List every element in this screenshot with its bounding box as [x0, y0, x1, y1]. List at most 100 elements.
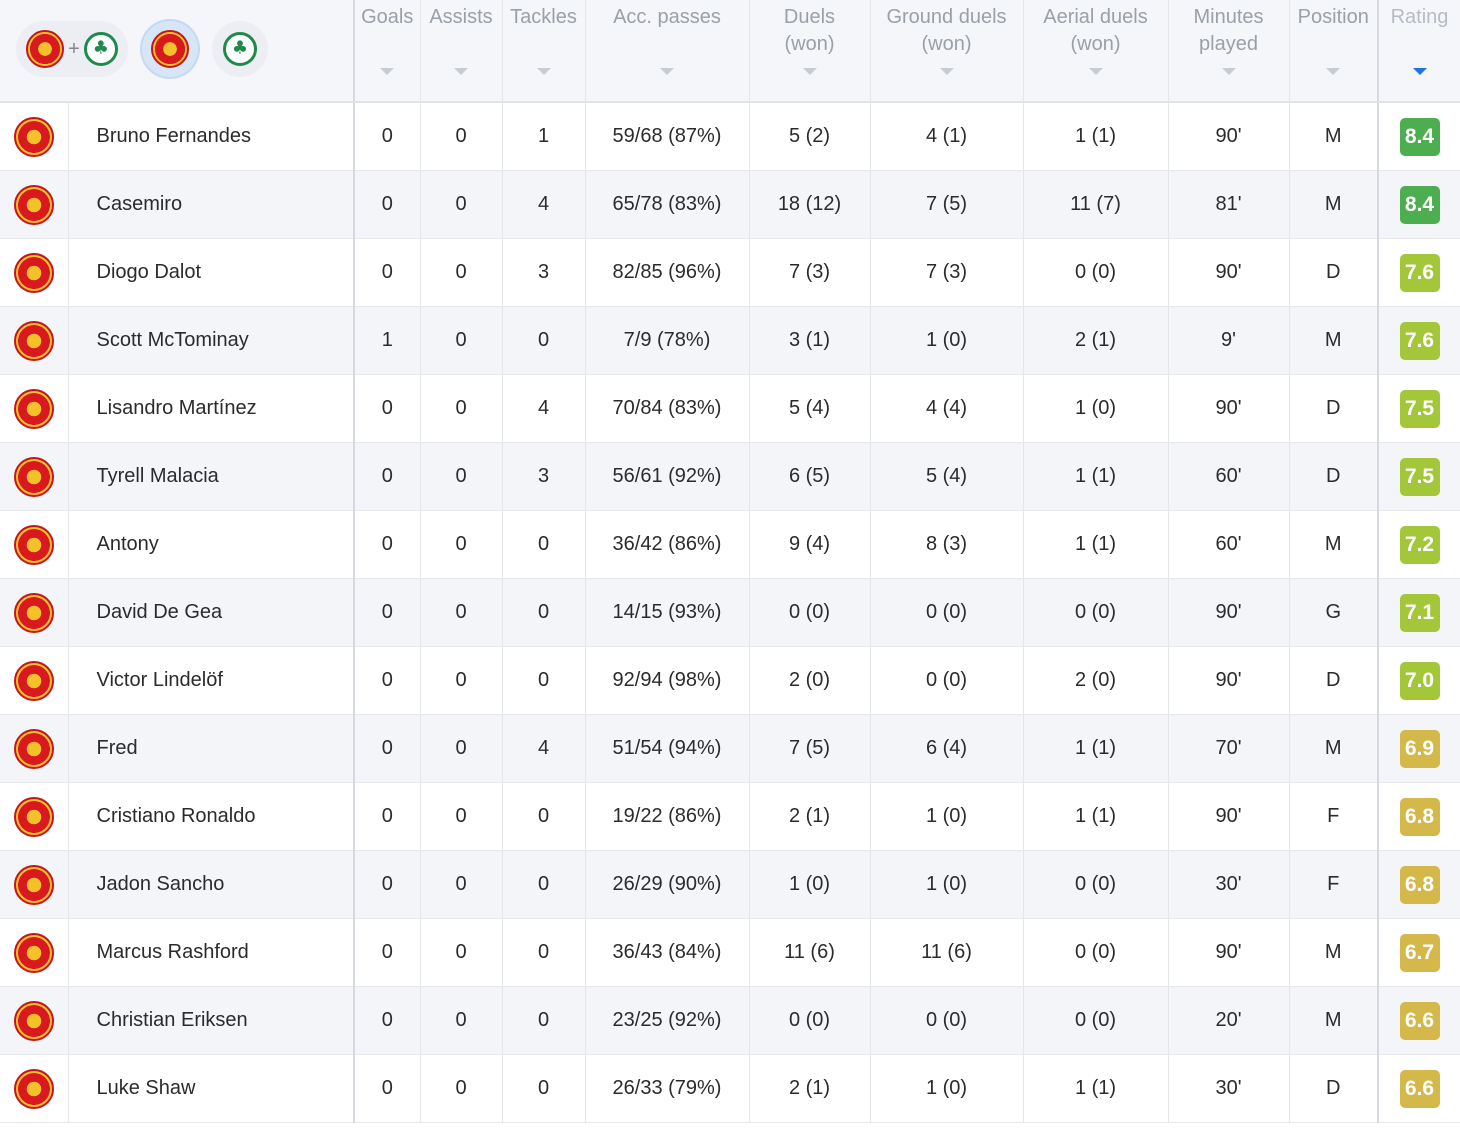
team-logo-cell	[0, 850, 68, 919]
player-name[interactable]: Casemiro	[67, 170, 354, 239]
stat-tackles: 0	[501, 1054, 585, 1123]
stat-tackles: 0	[501, 850, 585, 919]
man-utd-crest-icon	[13, 116, 54, 157]
table-row[interactable]: Luke Shaw 0 0 0 26/33 (79%) 2 (1) 1 (0) 1 (1) 30…	[0, 1054, 1460, 1123]
table-row[interactable]: Bruno Fernandes 0 0 1 59/68 (87%) 5 (2) 4 (1) 1…	[0, 102, 1460, 171]
stat-acc-passes: 7/9 (78%)	[584, 306, 749, 375]
man-utd-crest-icon	[13, 252, 54, 293]
column-header-acc-passes[interactable]: Acc. passes	[584, 0, 749, 103]
column-header-ground-duels[interactable]: Ground duels (won)	[869, 0, 1023, 103]
filter-both-teams-button[interactable]: +	[16, 21, 128, 77]
player-name[interactable]: Jadon Sancho	[67, 850, 354, 919]
player-name[interactable]: Diogo Dalot	[67, 238, 354, 307]
stat-position: F	[1288, 850, 1378, 919]
stat-assists: 0	[419, 306, 502, 375]
rating-badge: 7.0	[1399, 661, 1440, 700]
player-name[interactable]: Antony	[67, 510, 354, 579]
stat-assists: 0	[419, 374, 502, 443]
team-filter-group: +	[0, 4, 353, 94]
table-row[interactable]: Marcus Rashford 0 0 0 36/43 (84%) 11 (6) 11 (6…	[0, 918, 1460, 987]
man-utd-crest-icon	[13, 184, 54, 225]
player-name[interactable]: Victor Lindelöf	[67, 646, 354, 715]
stat-duels: 7 (3)	[748, 238, 870, 307]
player-name[interactable]: Cristiano Ronaldo	[67, 782, 354, 851]
player-name[interactable]: Christian Eriksen	[67, 986, 354, 1055]
stat-aerial-duels: 1 (1)	[1022, 510, 1168, 579]
stat-goals: 0	[353, 1054, 420, 1123]
filter-panathinaikos-button[interactable]	[212, 21, 268, 77]
stat-duels: 1 (0)	[748, 850, 870, 919]
stat-minutes: 81'	[1167, 170, 1289, 239]
stat-aerial-duels: 0 (0)	[1022, 850, 1168, 919]
column-header-label: Aerial duels (won)	[1043, 6, 1148, 55]
stat-position: G	[1288, 578, 1378, 647]
stat-duels: 2 (0)	[748, 646, 870, 715]
stat-minutes: 90'	[1167, 782, 1289, 851]
table-row[interactable]: Lisandro Martínez 0 0 4 70/84 (83%) 5 (4) 4 (4…	[0, 374, 1460, 443]
team-logo-cell	[0, 374, 68, 443]
stat-duels: 0 (0)	[748, 578, 870, 647]
table-row[interactable]: Cristiano Ronaldo 0 0 0 19/22 (86%) 2 (1) 1 (0…	[0, 782, 1460, 851]
table-row[interactable]: David De Gea 0 0 0 14/15 (93%) 0 (0) 0 (0) 0 (0…	[0, 578, 1460, 647]
stat-tackles: 0	[501, 918, 585, 987]
player-name[interactable]: Fred	[67, 714, 354, 783]
stat-acc-passes: 26/29 (90%)	[584, 850, 749, 919]
table-row[interactable]: Casemiro 0 0 4 65/78 (83%) 18 (12) 7 (5) 11 (7)…	[0, 170, 1460, 239]
stat-duels: 5 (2)	[748, 102, 870, 171]
rating-badge: 6.8	[1399, 865, 1440, 904]
player-name[interactable]: Luke Shaw	[67, 1054, 354, 1123]
table-row[interactable]: Antony 0 0 0 36/42 (86%) 9 (4) 8 (3) 1 (1) 60' M 7…	[0, 510, 1460, 579]
rating-cell: 7.0	[1377, 646, 1460, 715]
table-row[interactable]: Victor Lindelöf 0 0 0 92/94 (98%) 2 (0) 0 (0) 2…	[0, 646, 1460, 715]
stat-minutes: 90'	[1167, 646, 1289, 715]
table-row[interactable]: Tyrell Malacia 0 0 3 56/61 (92%) 6 (5) 5 (4) 1 …	[0, 442, 1460, 511]
stat-minutes: 90'	[1167, 374, 1289, 443]
stat-acc-passes: 56/61 (92%)	[584, 442, 749, 511]
stat-aerial-duels: 1 (1)	[1022, 102, 1168, 171]
column-header-tackles[interactable]: Tackles	[501, 0, 585, 103]
stat-tackles: 4	[501, 374, 585, 443]
column-header-aerial-duels[interactable]: Aerial duels (won)	[1022, 0, 1168, 103]
rating-badge: 6.6	[1399, 1001, 1440, 1040]
column-header-rating[interactable]: Rating	[1377, 0, 1460, 103]
rating-cell: 8.4	[1377, 170, 1460, 239]
stat-aerial-duels: 0 (0)	[1022, 986, 1168, 1055]
table-row[interactable]: Diogo Dalot 0 0 3 82/85 (96%) 7 (3) 7 (3) 0 (0)…	[0, 238, 1460, 307]
column-header-goals[interactable]: Goals	[353, 0, 420, 103]
column-header-duels[interactable]: Duels (won)	[748, 0, 870, 103]
table-row[interactable]: Scott McTominay 1 0 0 7/9 (78%) 3 (1) 1 (0) 2 (…	[0, 306, 1460, 375]
player-name[interactable]: Scott McTominay	[67, 306, 354, 375]
rating-badge: 7.6	[1399, 253, 1440, 292]
table-row[interactable]: Fred 0 0 4 51/54 (94%) 7 (5) 6 (4) 1 (1) 70' M 6.9	[0, 714, 1460, 783]
column-header-label: Assists	[429, 6, 493, 28]
column-header-position[interactable]: Position	[1288, 0, 1378, 103]
team-logo-cell	[0, 238, 68, 307]
table-row[interactable]: Jadon Sancho 0 0 0 26/29 (90%) 1 (0) 1 (0) 0 (0…	[0, 850, 1460, 919]
rating-cell: 6.6	[1377, 986, 1460, 1055]
man-utd-crest-icon	[13, 388, 54, 429]
stat-goals: 0	[353, 578, 420, 647]
rating-cell: 7.1	[1377, 578, 1460, 647]
player-name[interactable]: Bruno Fernandes	[67, 102, 354, 171]
stat-goals: 0	[353, 986, 420, 1055]
column-header-minutes[interactable]: Minutes played	[1167, 0, 1289, 103]
rating-cell: 6.8	[1377, 782, 1460, 851]
stat-goals: 0	[353, 714, 420, 783]
table-row[interactable]: Christian Eriksen 0 0 0 23/25 (92%) 0 (0) 0 (0…	[0, 986, 1460, 1055]
stat-goals: 0	[353, 374, 420, 443]
player-name[interactable]: Tyrell Malacia	[67, 442, 354, 511]
player-name[interactable]: Marcus Rashford	[67, 918, 354, 987]
stat-tackles: 0	[501, 578, 585, 647]
team-logo-cell	[0, 646, 68, 715]
player-name[interactable]: David De Gea	[67, 578, 354, 647]
column-header-assists[interactable]: Assists	[419, 0, 502, 103]
stat-tackles: 3	[501, 238, 585, 307]
stat-minutes: 20'	[1167, 986, 1289, 1055]
filter-man-utd-button[interactable]	[142, 21, 198, 77]
stat-ground-duels: 11 (6)	[869, 918, 1023, 987]
stat-position: D	[1288, 238, 1378, 307]
stat-duels: 5 (4)	[748, 374, 870, 443]
player-name[interactable]: Lisandro Martínez	[67, 374, 354, 443]
stat-assists: 0	[419, 918, 502, 987]
